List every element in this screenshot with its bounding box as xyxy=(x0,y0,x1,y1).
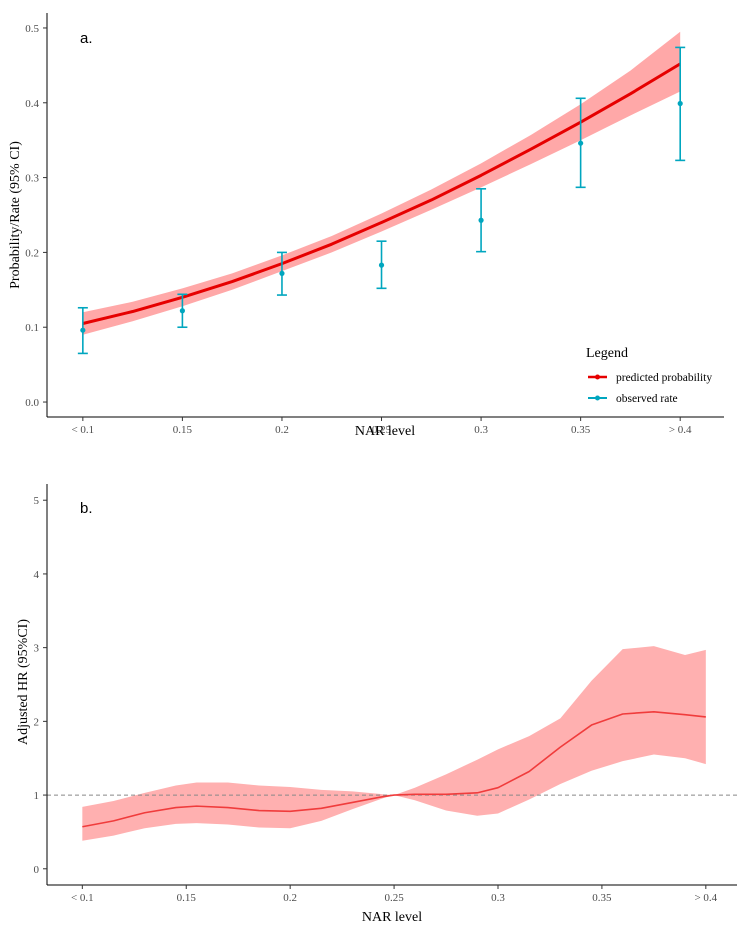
a-observed-point-group xyxy=(476,188,487,253)
a-x-ticks: < 0.1 0.15 0.2 0.25 0.3 0.35 > 0.4 xyxy=(71,417,692,436)
x-tick-label: 0.35 xyxy=(592,892,612,904)
x-tick-label: > 0.4 xyxy=(669,424,692,436)
a-observed-point-group xyxy=(177,293,188,329)
a-errorbar-layer xyxy=(77,46,686,355)
b-x-axis-title: NAR level xyxy=(362,910,422,925)
a-legend: Legend predicted probability observed ra… xyxy=(586,346,712,405)
a-y-axis-title: Probability/Rate (95% CI) xyxy=(8,141,23,289)
y-tick-label: 0.2 xyxy=(25,247,39,259)
a-legend-dot-predicted xyxy=(595,374,600,380)
y-tick-label: 1 xyxy=(34,790,40,802)
b-adjusted-hr-line xyxy=(82,710,706,828)
b-hr-ci-band xyxy=(82,646,706,841)
panel-b: 0 1 2 3 4 5 < 0.1 0.15 0.2 0.25 0.3 0.35 > 0.4 b. N… xyxy=(16,484,737,925)
y-tick-label: 5 xyxy=(34,495,40,507)
b-y-axis-title: Adjusted HR (95%CI) xyxy=(16,619,31,745)
b-x-ticks: < 0.1 0.15 0.2 0.25 0.3 0.35 > 0.4 xyxy=(71,885,718,904)
y-tick-label: 2 xyxy=(34,716,40,728)
y-tick-label: 0.4 xyxy=(25,98,39,110)
a-observed-point-group xyxy=(575,97,586,189)
x-tick-label: 0.25 xyxy=(372,424,392,436)
a-observed-rate-point xyxy=(578,140,584,146)
a-observed-rate-point xyxy=(179,308,185,314)
a-observed-point-group xyxy=(376,240,387,290)
x-tick-label: 0.15 xyxy=(173,424,193,436)
y-tick-label: 4 xyxy=(34,569,40,581)
x-tick-label: 0.2 xyxy=(275,424,289,436)
a-observed-point-group xyxy=(77,306,88,355)
x-tick-label: < 0.1 xyxy=(71,424,94,436)
y-tick-label: 0.5 xyxy=(25,23,39,35)
a-predicted-ci-band xyxy=(82,31,681,335)
b-y-ticks: 0 1 2 3 4 5 xyxy=(34,495,47,876)
b-hr-line-layer xyxy=(82,710,706,828)
a-legend-label-predicted: predicted probability xyxy=(616,372,712,384)
a-confidence-band-layer xyxy=(82,31,681,335)
y-tick-label: 0.3 xyxy=(25,173,39,185)
b-confidence-band-layer xyxy=(82,646,706,841)
x-tick-label: 0.2 xyxy=(283,892,297,904)
a-x-axis-title: NAR level xyxy=(355,424,415,439)
a-panel-label: a. xyxy=(80,30,93,47)
x-tick-label: 0.3 xyxy=(491,892,505,904)
a-observed-rate-point xyxy=(677,100,683,107)
y-tick-label: 3 xyxy=(34,643,40,655)
a-observed-point-group xyxy=(276,251,287,296)
a-legend-label-observed: observed rate xyxy=(616,393,678,405)
y-tick-label: 0.0 xyxy=(25,397,39,409)
x-tick-label: > 0.4 xyxy=(694,892,717,904)
a-y-ticks: 0.0 0.1 0.2 0.3 0.4 0.5 xyxy=(25,23,47,409)
y-tick-label: 0.1 xyxy=(25,322,39,334)
a-observed-point-group xyxy=(675,46,686,162)
a-legend-title: Legend xyxy=(586,346,628,361)
panel-a: 0.00.10.20.30.40.5 < 0.1 0.15 0.2 0.25 0.3 0.… xyxy=(8,13,724,439)
x-tick-label: < 0.1 xyxy=(71,892,94,904)
x-tick-label: 0.25 xyxy=(384,892,404,904)
a-observed-rate-point xyxy=(279,270,285,276)
b-panel-label: b. xyxy=(80,500,93,517)
a-observed-rate-point xyxy=(478,217,484,223)
x-tick-label: 0.35 xyxy=(571,424,591,436)
y-tick-label: 0 xyxy=(34,864,40,876)
x-tick-label: 0.15 xyxy=(177,892,197,904)
a-observed-rate-point xyxy=(378,262,385,268)
a-legend-dot-observed xyxy=(595,395,600,401)
x-tick-label: 0.3 xyxy=(474,424,488,436)
a-observed-rate-point xyxy=(80,327,86,333)
